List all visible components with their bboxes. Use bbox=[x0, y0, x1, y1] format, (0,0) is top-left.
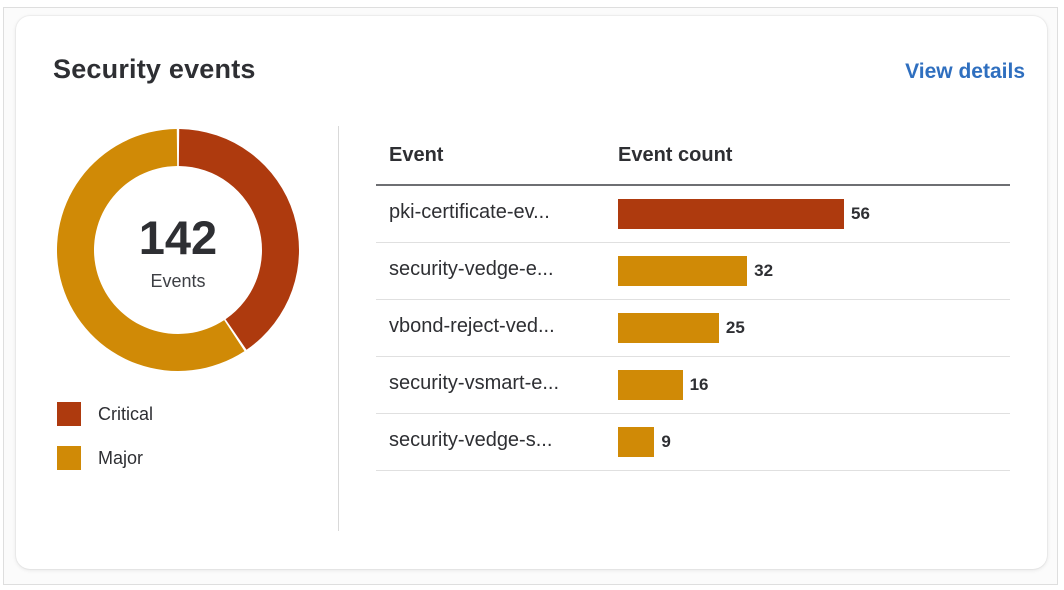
table-row[interactable]: vbond-reject-ved... 25 bbox=[376, 300, 1010, 357]
event-count-value: 56 bbox=[851, 204, 870, 223]
legend-swatch-major bbox=[57, 446, 81, 470]
total-events-count: 142 bbox=[138, 211, 218, 264]
events-table: Event Event count pki-certificate-ev... 5… bbox=[376, 134, 1010, 471]
table-row[interactable]: pki-certificate-ev... 56 bbox=[376, 186, 1010, 243]
events-donut-chart bbox=[56, 129, 299, 371]
view-details-link[interactable]: View details bbox=[905, 60, 1025, 83]
total-events-label: Events bbox=[150, 271, 206, 291]
legend-swatch-critical bbox=[57, 402, 81, 426]
legend-label: Major bbox=[98, 447, 144, 468]
donut-segment-major[interactable] bbox=[56, 129, 245, 371]
event-count-bar bbox=[618, 370, 683, 400]
column-header-event-count: Event count bbox=[618, 144, 733, 166]
vertical-divider bbox=[338, 126, 339, 531]
event-name: security-vedge-e... bbox=[389, 258, 554, 280]
event-name: security-vsmart-e... bbox=[389, 372, 560, 394]
legend-item-major: Major bbox=[57, 446, 143, 470]
table-row[interactable]: security-vedge-s... 9 bbox=[376, 414, 1010, 471]
event-count-bar bbox=[618, 313, 719, 343]
security-events-card: Security events View details 142 Events … bbox=[16, 16, 1047, 569]
card-title: Security events bbox=[53, 54, 256, 84]
table-row[interactable]: security-vsmart-e... 16 bbox=[376, 357, 1010, 414]
column-header-event: Event bbox=[389, 144, 444, 166]
event-name: pki-certificate-ev... bbox=[389, 201, 550, 223]
event-count-bar bbox=[618, 256, 748, 286]
table-row[interactable]: security-vedge-e... 32 bbox=[376, 243, 1010, 300]
event-name: security-vedge-s... bbox=[389, 429, 553, 451]
donut-segment-critical[interactable] bbox=[178, 129, 299, 350]
event-count-value: 9 bbox=[661, 432, 671, 451]
legend-label: Critical bbox=[98, 403, 154, 424]
event-name: vbond-reject-ved... bbox=[389, 315, 555, 337]
table-header: Event Event count bbox=[376, 134, 1010, 186]
table-body: pki-certificate-ev... 56 security-vedge-e.… bbox=[376, 186, 1010, 471]
event-count-value: 25 bbox=[725, 318, 745, 337]
event-count-bar bbox=[618, 199, 844, 229]
legend-item-critical: Critical bbox=[57, 402, 153, 426]
event-count-value: 32 bbox=[754, 261, 774, 280]
event-count-bar bbox=[618, 427, 655, 457]
event-count-value: 16 bbox=[689, 375, 709, 394]
